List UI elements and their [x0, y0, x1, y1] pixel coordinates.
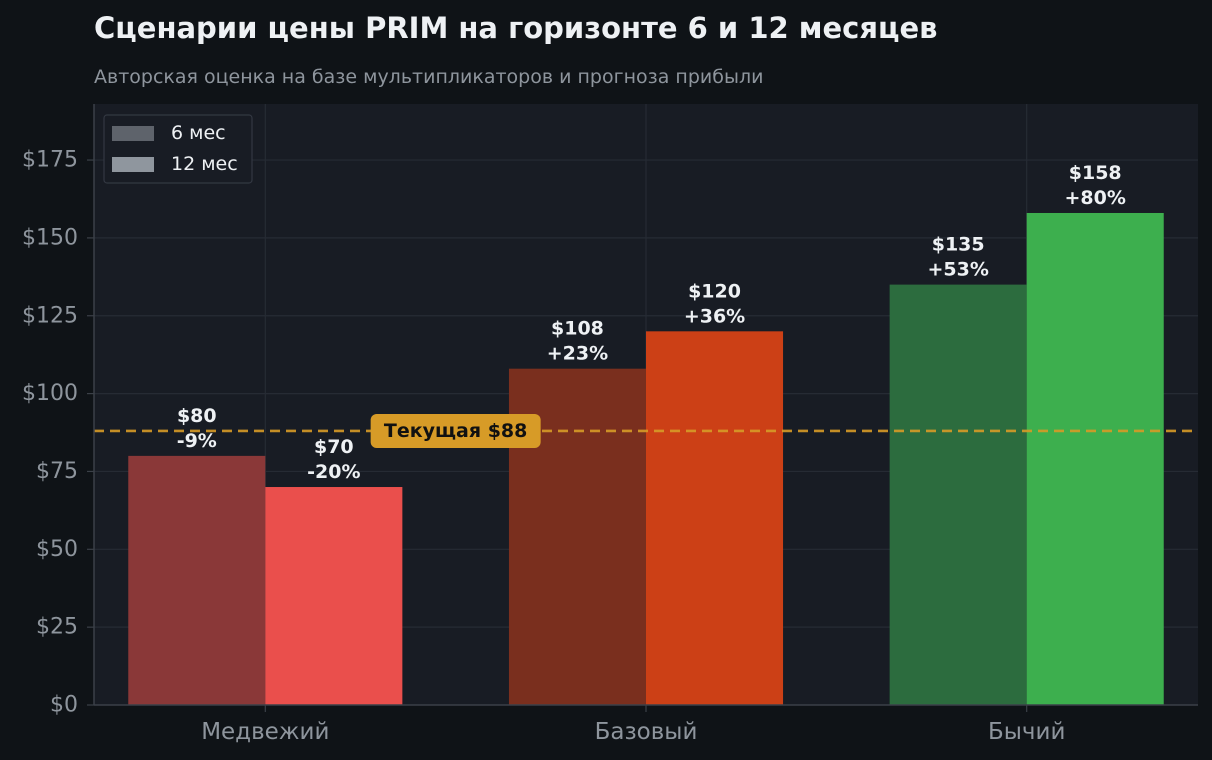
- y-tick-label: $125: [22, 303, 78, 328]
- legend-label: 6 мес: [171, 122, 226, 144]
- y-tick-label: $100: [22, 381, 78, 406]
- current-price-label: Текущая $88: [384, 420, 527, 442]
- bar-change-label: +53%: [927, 259, 988, 281]
- bar-value-label: $70: [314, 436, 354, 458]
- y-tick-label: $75: [36, 459, 78, 484]
- y-tick-label: $25: [36, 615, 78, 640]
- bar-change-label: +36%: [684, 305, 745, 327]
- legend: 6 мес 12 мес: [103, 114, 253, 184]
- bar-value-label: $80: [177, 405, 217, 427]
- axes: $0 $25 $50 $75 $100 $125 $150 $175 Медвежий Базов…: [22, 104, 1198, 745]
- legend-label: 12 мес: [171, 153, 238, 175]
- x-tick-label: Базовый: [595, 719, 698, 745]
- y-tick-label: $50: [36, 537, 78, 562]
- bar-6m-0: [128, 455, 266, 705]
- y-tick-label: $0: [50, 693, 78, 718]
- chart-title: Сценарии цены PRIM на горизонте 6 и 12 м…: [94, 11, 938, 45]
- bar-change-label: -20%: [307, 461, 360, 483]
- data-labels: $80 -9% $108 +23% $135 +53% $70 -20% $120 +36% $15…: [177, 162, 1126, 483]
- bars: [128, 212, 1164, 706]
- bar-value-label: $120: [688, 280, 741, 302]
- bar-12m-2: [1026, 212, 1164, 706]
- bar-change-label: +23%: [547, 343, 608, 365]
- legend-swatch: [112, 126, 154, 141]
- y-tick-label: $175: [22, 148, 78, 173]
- reference-line-group: Текущая $88: [94, 413, 1198, 448]
- bar-value-label: $108: [551, 318, 604, 340]
- bar-12m-0: [265, 487, 403, 705]
- x-tick-label: Бычий: [988, 719, 1065, 745]
- x-tick-label: Медвежий: [201, 719, 329, 745]
- bar-value-label: $158: [1069, 162, 1122, 184]
- chart-subtitle: Авторская оценка на базе мультипликаторо…: [94, 66, 764, 88]
- bar-6m-2: [889, 284, 1027, 705]
- current-price-badge: [370, 413, 541, 448]
- bar-change-label: -9%: [177, 430, 217, 452]
- y-tick-label: $150: [22, 225, 78, 250]
- bar-change-label: +80%: [1065, 187, 1126, 209]
- legend-swatch: [112, 157, 154, 172]
- bar-value-label: $135: [932, 234, 985, 256]
- bar-12m-1: [646, 331, 784, 705]
